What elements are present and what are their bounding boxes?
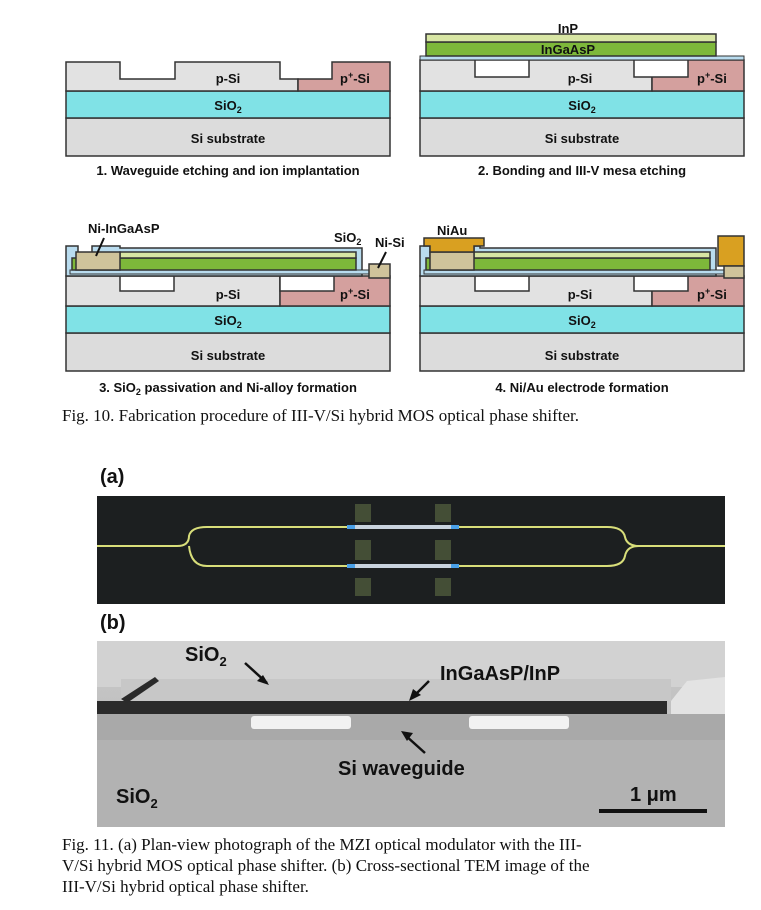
fig11-caption-line1: Fig. 11. (a) Plan-view photograph of the…: [62, 835, 582, 854]
void-right: [279, 275, 335, 292]
pplus-label: p+-Si: [340, 70, 370, 86]
fig11-caption-line3: III-V/Si hybrid optical phase shifter.: [62, 877, 309, 896]
substrate-label: Si substrate: [545, 131, 619, 146]
inp-label: InP: [558, 21, 579, 36]
ni-si-label: Ni-Si: [375, 235, 405, 250]
tem-ingaasp-label: InGaAsP/InP: [440, 663, 561, 685]
sio2-layer: [419, 90, 745, 119]
void-left: [474, 275, 530, 292]
step4-caption: 4. Ni/Au electrode formation: [495, 380, 668, 395]
inp-layer: [473, 251, 711, 259]
sio2-pass-label: SiO2: [334, 230, 361, 247]
sio2-layer: [65, 305, 391, 334]
ingaasp-label: InGaAsP: [541, 42, 596, 57]
sio2-label: SiO2: [214, 98, 241, 115]
void-left: [474, 59, 530, 78]
substrate-layer: [419, 332, 745, 372]
psi-label: p-Si: [568, 71, 593, 86]
scale-bar: [599, 809, 707, 813]
tem-si-waveguide-label: Si waveguide: [338, 758, 465, 780]
fig11-caption: Fig. 11. (a) Plan-view photograph of the…: [62, 834, 757, 897]
sio2-layer: [65, 90, 391, 119]
fig11-caption-line2: V/Si hybrid MOS optical phase shifter. (…: [62, 856, 590, 875]
pplus-label: p+-Si: [340, 286, 370, 302]
step1-diagram: p-Si p+-Si SiO2 Si substrate 1. Waveguid…: [65, 61, 391, 178]
inp-layer: [119, 251, 357, 259]
step2-caption: 2. Bonding and III-V mesa etching: [478, 163, 686, 178]
psi-label: p-Si: [216, 287, 241, 302]
void-left: [119, 275, 175, 292]
substrate-label: Si substrate: [545, 348, 619, 363]
substrate-label: Si substrate: [191, 348, 265, 363]
scale-label: 1 μm: [630, 784, 677, 806]
void-right: [633, 275, 689, 292]
mzi-plan-photo: [97, 496, 725, 604]
psi-label: p-Si: [568, 287, 593, 302]
ni-ingaasp-label: Ni-InGaAsP: [88, 221, 160, 236]
niau-left: [423, 237, 485, 253]
tem-sio2-bottom-label: SiO2: [116, 786, 158, 811]
ni-si-block: [723, 265, 745, 279]
pplus-region: [297, 61, 391, 92]
ni-ingaasp-arrow: [95, 237, 105, 257]
substrate-layer: [419, 117, 745, 157]
step4-diagram: NiAu p-Si p+-Si SiO2 Si substrate 4. Ni/…: [419, 223, 745, 395]
psi-layer: [419, 59, 653, 92]
tem-sio2-label: SiO2: [185, 644, 227, 669]
panel-b-label: (b): [100, 612, 126, 634]
niau-right: [717, 235, 745, 267]
substrate-layer: [65, 332, 391, 372]
ni-ingaasp-block: [429, 251, 475, 271]
psi-layer: [419, 275, 653, 307]
pplus-label: p+-Si: [697, 286, 727, 302]
step3-diagram: Ni-InGaAsP SiO2 Ni-Si p-Si p+-Si SiO2 Si…: [65, 221, 405, 397]
fig10-caption: Fig. 10. Fabrication procedure of III-V/…: [62, 406, 579, 425]
substrate-label: Si substrate: [191, 131, 265, 146]
niau-label: NiAu: [437, 223, 467, 238]
sio2-layer: [419, 305, 745, 334]
tem-image: [97, 641, 725, 827]
step3-caption: 3. SiO2 passivation and Ni-alloy formati…: [99, 380, 357, 397]
panel-a-label: (a): [100, 466, 125, 488]
void-right: [633, 59, 689, 78]
sio2-label: SiO2: [568, 98, 595, 115]
sio2-label: SiO2: [568, 313, 595, 330]
fig10-diagram: p-Si p+-Si SiO2 Si substrate 1. Waveguid…: [65, 21, 745, 397]
sio2-label: SiO2: [214, 313, 241, 330]
step1-caption: 1. Waveguide etching and ion implantatio…: [96, 163, 359, 178]
inp-layer: [425, 33, 717, 43]
psi-layer: [65, 61, 299, 92]
step2-diagram: InP InGaAsP p-Si p+-Si SiO2 Si substrate…: [419, 21, 745, 178]
pplus-label: p+-Si: [697, 70, 727, 86]
substrate-layer: [65, 117, 391, 157]
ni-ingaasp-block: [75, 251, 121, 271]
ni-si-arrow: [377, 251, 387, 269]
psi-label: p-Si: [216, 71, 241, 86]
